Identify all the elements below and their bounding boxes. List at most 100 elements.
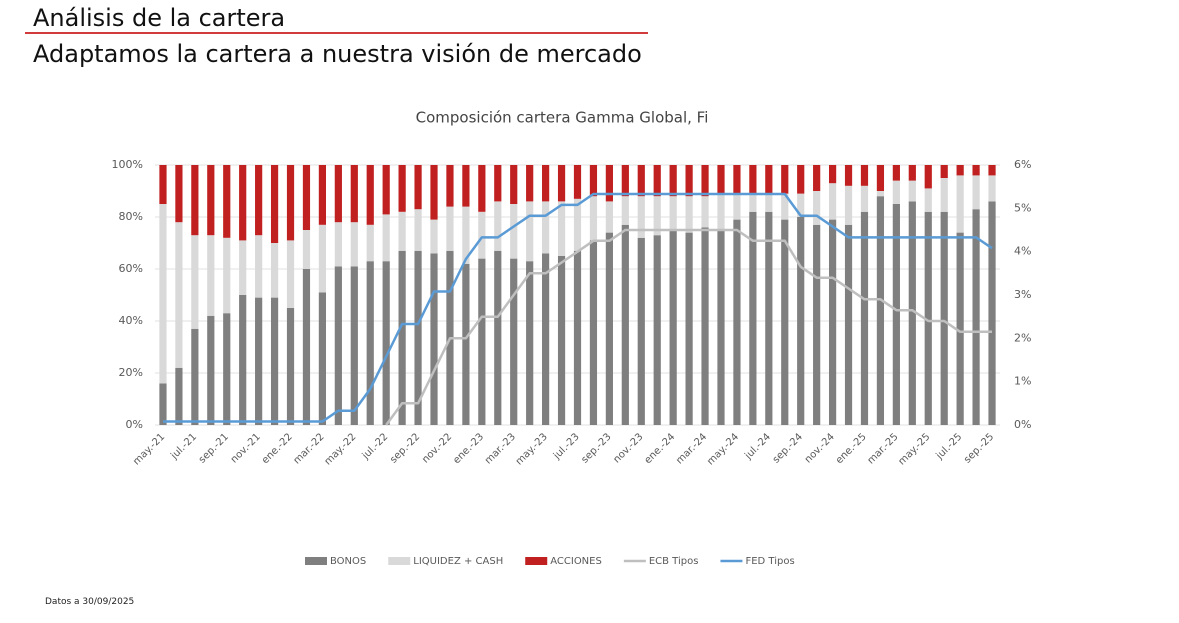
bar-segment <box>175 165 183 223</box>
bar-segment <box>366 261 374 425</box>
x-tick-label: may.-25 <box>897 431 933 467</box>
bar-segment <box>605 165 613 202</box>
y-tick-label: 40% <box>119 314 143 327</box>
bar-segment <box>430 219 438 254</box>
x-tick-label: may.-21 <box>131 431 167 467</box>
bar-segment <box>940 211 948 425</box>
x-tick-label: nov.-23 <box>611 431 645 465</box>
y-tick-label: 0% <box>126 418 143 431</box>
bar-segment <box>239 295 247 425</box>
bar-segment <box>159 383 167 425</box>
bar-segment <box>956 175 964 233</box>
bar-segment <box>542 165 550 202</box>
x-tick-label: nov.-24 <box>803 431 837 465</box>
bar-segment <box>940 165 948 178</box>
y-tick-label: 20% <box>119 366 143 379</box>
bar-segment <box>207 235 215 316</box>
bar-segment <box>366 224 374 262</box>
bar-segment <box>685 196 693 233</box>
x-tick-label: sep.-23 <box>580 431 614 465</box>
bar-segment <box>653 196 661 236</box>
legend-label: ACCIONES <box>550 556 602 567</box>
bar-segment <box>557 201 566 256</box>
bar-segment <box>542 201 550 254</box>
x-tick-label: mar.-25 <box>866 431 901 466</box>
bar-segment <box>573 165 582 199</box>
x-tick-label: sep.-25 <box>962 431 996 465</box>
bar-segment <box>733 219 741 425</box>
x-tick-label: jul.-25 <box>934 431 965 462</box>
bar-segment <box>510 258 518 425</box>
bar-segment <box>605 232 613 425</box>
bar-segment <box>988 175 996 202</box>
bar-segment <box>813 224 821 425</box>
y2-tick-label: 2% <box>1014 331 1031 344</box>
bar-segment <box>526 165 534 202</box>
x-tick-label: sep.-24 <box>771 431 805 465</box>
bar-segment <box>414 165 422 210</box>
bar-segment <box>414 250 422 425</box>
bar-segment <box>844 165 853 186</box>
bar-segment <box>669 230 677 425</box>
bar-segment <box>382 165 390 215</box>
bar-segment <box>813 191 821 225</box>
bar-segment <box>318 165 327 225</box>
bar-segment <box>876 165 885 191</box>
bar-segment <box>621 196 629 225</box>
x-tick-label: nov.-21 <box>229 431 263 465</box>
bar-segment <box>318 224 327 293</box>
bar-segment <box>749 165 757 194</box>
bar-segment <box>892 165 900 181</box>
bar-segment <box>398 165 406 212</box>
bar-segment <box>223 237 231 314</box>
bar-segment <box>924 211 932 425</box>
bar-segment <box>828 219 837 425</box>
bar-segment <box>844 185 853 225</box>
bar-segment <box>255 297 263 425</box>
bar-segment <box>286 240 295 308</box>
slide-title: Análisis de la cartera <box>33 4 286 32</box>
bar-segment <box>382 261 390 425</box>
bar-segment <box>270 297 279 425</box>
y-tick-label: 80% <box>119 210 143 223</box>
bar-segment <box>478 211 486 259</box>
line-series <box>163 192 993 423</box>
bar-segment <box>462 206 470 264</box>
bar-segment <box>653 235 661 425</box>
bar-segment <box>255 235 263 298</box>
legend-label: ECB Tipos <box>649 556 699 567</box>
bar-segment <box>302 165 311 230</box>
chart-title: Composición cartera Gamma Global, Fi <box>416 109 709 127</box>
bar-segment <box>781 219 789 425</box>
bar-segment <box>781 193 789 220</box>
bar-segment <box>669 165 677 197</box>
bar-segment <box>286 308 295 425</box>
bar-segment <box>749 193 757 212</box>
bar-segment <box>589 165 598 197</box>
x-tick-label: mar.-24 <box>674 431 709 466</box>
bar-segment <box>334 165 342 223</box>
bar-segment <box>892 204 900 425</box>
bar-segment <box>940 178 948 212</box>
bar-segment <box>653 165 661 197</box>
y2-tick-label: 0% <box>1014 418 1031 431</box>
bar-segment <box>478 258 486 425</box>
bar-segment <box>494 165 502 202</box>
bar-segment <box>621 224 629 425</box>
x-tick-label: jul.-22 <box>360 431 391 462</box>
bar-segment <box>350 266 358 425</box>
x-tick-label: ene.-25 <box>834 431 869 466</box>
bar-segment <box>876 191 885 197</box>
bar-segment <box>733 193 741 220</box>
bar-segment <box>701 165 709 197</box>
bar-segment <box>972 165 980 176</box>
bar-segment <box>207 315 215 425</box>
x-tick-label: sep.-21 <box>197 431 231 465</box>
bar-segment <box>637 165 645 197</box>
bar-segment <box>159 204 167 384</box>
y2-tick-label: 4% <box>1014 245 1031 258</box>
bar-segment <box>191 235 199 329</box>
legend-swatch <box>305 557 327 565</box>
